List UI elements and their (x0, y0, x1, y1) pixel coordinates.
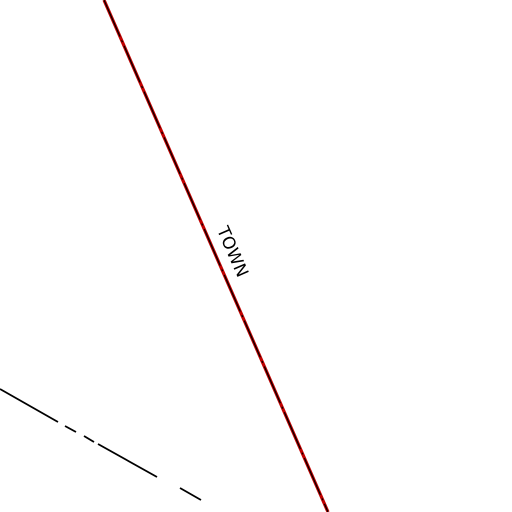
secondary-dashed-line (0, 388, 202, 501)
town-boundary-dash-overlay (103, 0, 329, 512)
secondary-line-segment-4 (97, 443, 158, 478)
secondary-line-segment-2 (64, 425, 77, 433)
town-boundary-line (102, 0, 330, 512)
secondary-line-segment-1 (0, 388, 59, 423)
secondary-line-segment-3 (83, 435, 95, 443)
secondary-line-segment-5 (179, 487, 202, 501)
